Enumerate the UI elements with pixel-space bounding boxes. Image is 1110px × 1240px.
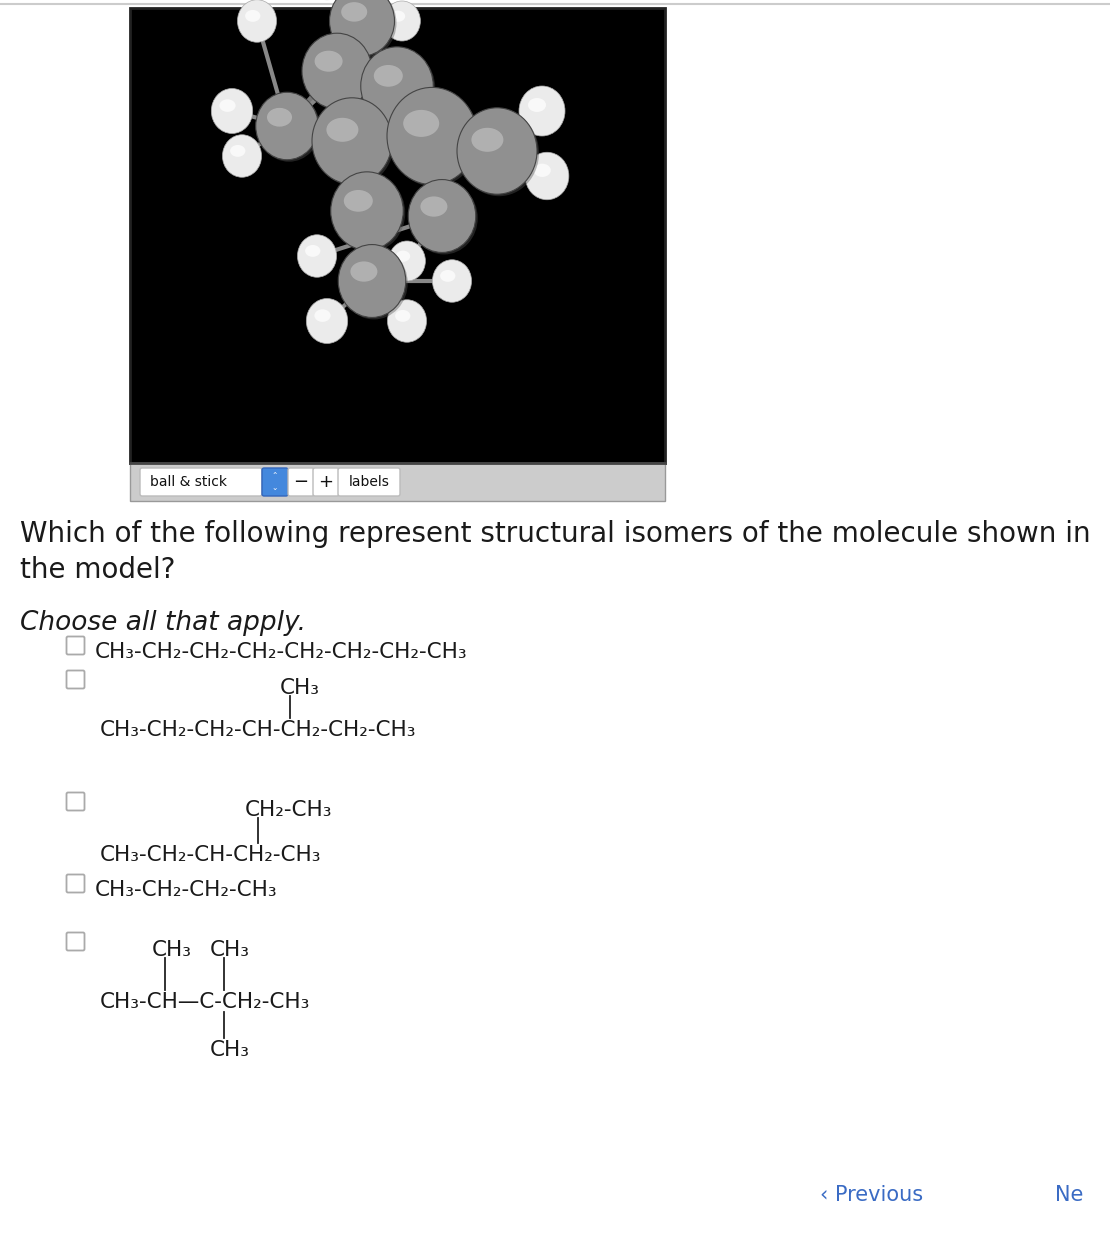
Text: the model?: the model? <box>20 556 175 584</box>
Text: CH₃: CH₃ <box>152 940 192 960</box>
Ellipse shape <box>408 180 476 253</box>
Ellipse shape <box>314 309 331 322</box>
Ellipse shape <box>222 135 262 177</box>
Text: CH₃-CH₂-CH-CH₂-CH₃: CH₃-CH₂-CH-CH₂-CH₃ <box>100 844 322 866</box>
Ellipse shape <box>391 11 405 22</box>
Ellipse shape <box>457 108 537 195</box>
Ellipse shape <box>384 1 421 41</box>
Ellipse shape <box>341 2 367 21</box>
Text: Ne: Ne <box>1054 1185 1083 1205</box>
Ellipse shape <box>326 118 359 141</box>
Ellipse shape <box>374 64 403 87</box>
Ellipse shape <box>341 247 407 320</box>
Ellipse shape <box>314 99 394 186</box>
Ellipse shape <box>312 98 392 185</box>
Ellipse shape <box>525 153 568 200</box>
Ellipse shape <box>534 164 551 177</box>
Ellipse shape <box>361 47 433 125</box>
Text: ball & stick: ball & stick <box>150 475 228 489</box>
Ellipse shape <box>339 244 406 317</box>
Ellipse shape <box>519 86 565 136</box>
FancyBboxPatch shape <box>287 467 314 496</box>
Text: CH₂-CH₃: CH₂-CH₃ <box>245 800 333 820</box>
Ellipse shape <box>258 94 321 161</box>
Text: CH₃: CH₃ <box>210 1040 250 1060</box>
Ellipse shape <box>302 33 372 109</box>
Bar <box>130 463 665 501</box>
Ellipse shape <box>460 110 539 196</box>
Ellipse shape <box>314 51 343 72</box>
Ellipse shape <box>330 0 394 56</box>
Text: CH₃: CH₃ <box>280 678 320 698</box>
Ellipse shape <box>528 98 546 112</box>
Ellipse shape <box>333 174 405 252</box>
Ellipse shape <box>387 300 426 342</box>
Text: CH₃-CH—C-CH₂-CH₃: CH₃-CH—C-CH₂-CH₃ <box>100 992 311 1012</box>
Ellipse shape <box>305 246 321 257</box>
Ellipse shape <box>306 299 347 343</box>
Ellipse shape <box>411 181 477 254</box>
FancyBboxPatch shape <box>67 671 84 688</box>
Ellipse shape <box>245 10 261 22</box>
Ellipse shape <box>211 88 253 134</box>
Bar <box>130 7 665 463</box>
Text: CH₃: CH₃ <box>210 940 250 960</box>
Ellipse shape <box>395 310 411 322</box>
Ellipse shape <box>331 172 403 250</box>
FancyBboxPatch shape <box>262 467 287 496</box>
FancyBboxPatch shape <box>339 467 400 496</box>
Text: −: − <box>293 472 309 491</box>
Ellipse shape <box>297 234 336 278</box>
FancyBboxPatch shape <box>140 467 262 496</box>
Ellipse shape <box>304 35 374 110</box>
Ellipse shape <box>363 48 435 128</box>
Ellipse shape <box>388 89 480 186</box>
Ellipse shape <box>396 250 411 262</box>
Ellipse shape <box>220 99 235 112</box>
Ellipse shape <box>332 0 396 58</box>
FancyBboxPatch shape <box>67 792 84 811</box>
FancyBboxPatch shape <box>313 467 339 496</box>
Ellipse shape <box>351 262 377 281</box>
Text: Choose all that apply.: Choose all that apply. <box>20 610 306 636</box>
Ellipse shape <box>433 259 472 303</box>
Ellipse shape <box>230 145 245 156</box>
Text: Which of the following represent structural isomers of the molecule shown in: Which of the following represent structu… <box>20 520 1091 548</box>
Ellipse shape <box>421 196 447 217</box>
Ellipse shape <box>387 87 477 185</box>
Text: +: + <box>319 472 333 491</box>
Ellipse shape <box>388 241 425 281</box>
Text: CH₃-CH₂-CH₂-CH₃: CH₃-CH₂-CH₂-CH₃ <box>95 880 278 900</box>
Text: ‹ Previous: ‹ Previous <box>820 1185 924 1205</box>
Ellipse shape <box>344 190 373 212</box>
Ellipse shape <box>440 270 455 281</box>
Text: CH₃-CH₂-CH₂-CH₂-CH₂-CH₂-CH₂-CH₃: CH₃-CH₂-CH₂-CH₂-CH₂-CH₂-CH₂-CH₃ <box>95 642 467 662</box>
Text: labels: labels <box>349 475 390 489</box>
Ellipse shape <box>403 110 440 136</box>
Text: ⌃
⌄: ⌃ ⌄ <box>272 472 279 492</box>
Ellipse shape <box>255 92 319 160</box>
Ellipse shape <box>238 0 276 42</box>
Ellipse shape <box>268 108 292 126</box>
Text: CH₃-CH₂-CH₂-CH-CH₂-CH₂-CH₃: CH₃-CH₂-CH₂-CH-CH₂-CH₂-CH₃ <box>100 720 416 740</box>
Ellipse shape <box>472 128 504 151</box>
FancyBboxPatch shape <box>67 636 84 655</box>
FancyBboxPatch shape <box>67 932 84 951</box>
FancyBboxPatch shape <box>67 874 84 893</box>
